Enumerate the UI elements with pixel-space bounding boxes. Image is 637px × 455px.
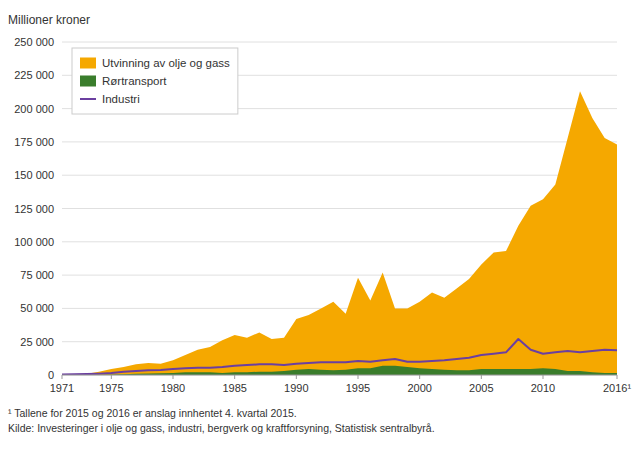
- legend-box: [72, 48, 238, 114]
- x-tick: [173, 375, 174, 379]
- x-tick-label: 2000: [407, 382, 431, 394]
- y-tick-label: 25 000: [20, 336, 54, 348]
- x-tick-label: 1971: [50, 382, 74, 394]
- x-tick: [481, 375, 482, 379]
- y-tick-label: 75 000: [20, 269, 54, 281]
- x-tick: [358, 375, 359, 379]
- grid-line: [62, 375, 617, 376]
- y-tick-label: 0: [48, 369, 54, 381]
- area: [62, 91, 617, 375]
- grid-line: [62, 141, 617, 142]
- legend-swatch: [80, 98, 96, 100]
- x-tick: [62, 375, 63, 379]
- plot-area: [62, 91, 617, 375]
- y-tick-label: 125 000: [14, 203, 54, 215]
- y-tick-label: 150 000: [14, 169, 54, 181]
- x-tick-label: 1995: [346, 382, 370, 394]
- x-tick-label: 2016¹: [603, 382, 631, 394]
- x-tick: [234, 375, 235, 379]
- x-tick-label: 1975: [99, 382, 123, 394]
- line: [62, 339, 617, 375]
- footnote: ¹ Tallene for 2015 og 2016 er anslag inn…: [8, 407, 297, 419]
- y-tick-label: 50 000: [20, 302, 54, 314]
- legend-swatch: [80, 58, 96, 69]
- grid-line: [62, 175, 617, 176]
- x-tick-label: 2005: [469, 382, 493, 394]
- x-axis: [62, 375, 617, 376]
- footnote: Kilde: Investeringer i olje og gass, ind…: [8, 422, 435, 434]
- x-tick-label: 2010: [531, 382, 555, 394]
- x-tick-label: 1980: [161, 382, 185, 394]
- legend-label: Utvinning av olje og gass: [102, 57, 230, 69]
- grid: [62, 42, 617, 375]
- y-tick-label: 200 000: [14, 103, 54, 115]
- x-tick: [543, 375, 544, 379]
- legend-label: Rørtransport: [102, 75, 167, 87]
- y-tick-label: 100 000: [14, 236, 54, 248]
- x-tick-label: 1990: [284, 382, 308, 394]
- legend-swatch: [80, 76, 96, 87]
- legend-label: Industri: [102, 93, 140, 105]
- y-axis-label: Millioner kroner: [8, 13, 90, 27]
- legend: Utvinning av olje og gass Rørtransport Ind…: [72, 48, 238, 114]
- chart: 0 25 000 50 000 75 000 100 000 125 000 150 000…: [0, 0, 637, 455]
- y-tick-label: 175 000: [14, 136, 54, 148]
- y-tick-label: 225 000: [14, 69, 54, 81]
- x-tick-label: 1985: [222, 382, 246, 394]
- grid-line: [62, 42, 617, 43]
- x-tick: [419, 375, 420, 379]
- x-tick: [111, 375, 112, 379]
- x-tick: [296, 375, 297, 379]
- x-tick: [617, 375, 618, 379]
- y-tick-label: 250 000: [14, 36, 54, 48]
